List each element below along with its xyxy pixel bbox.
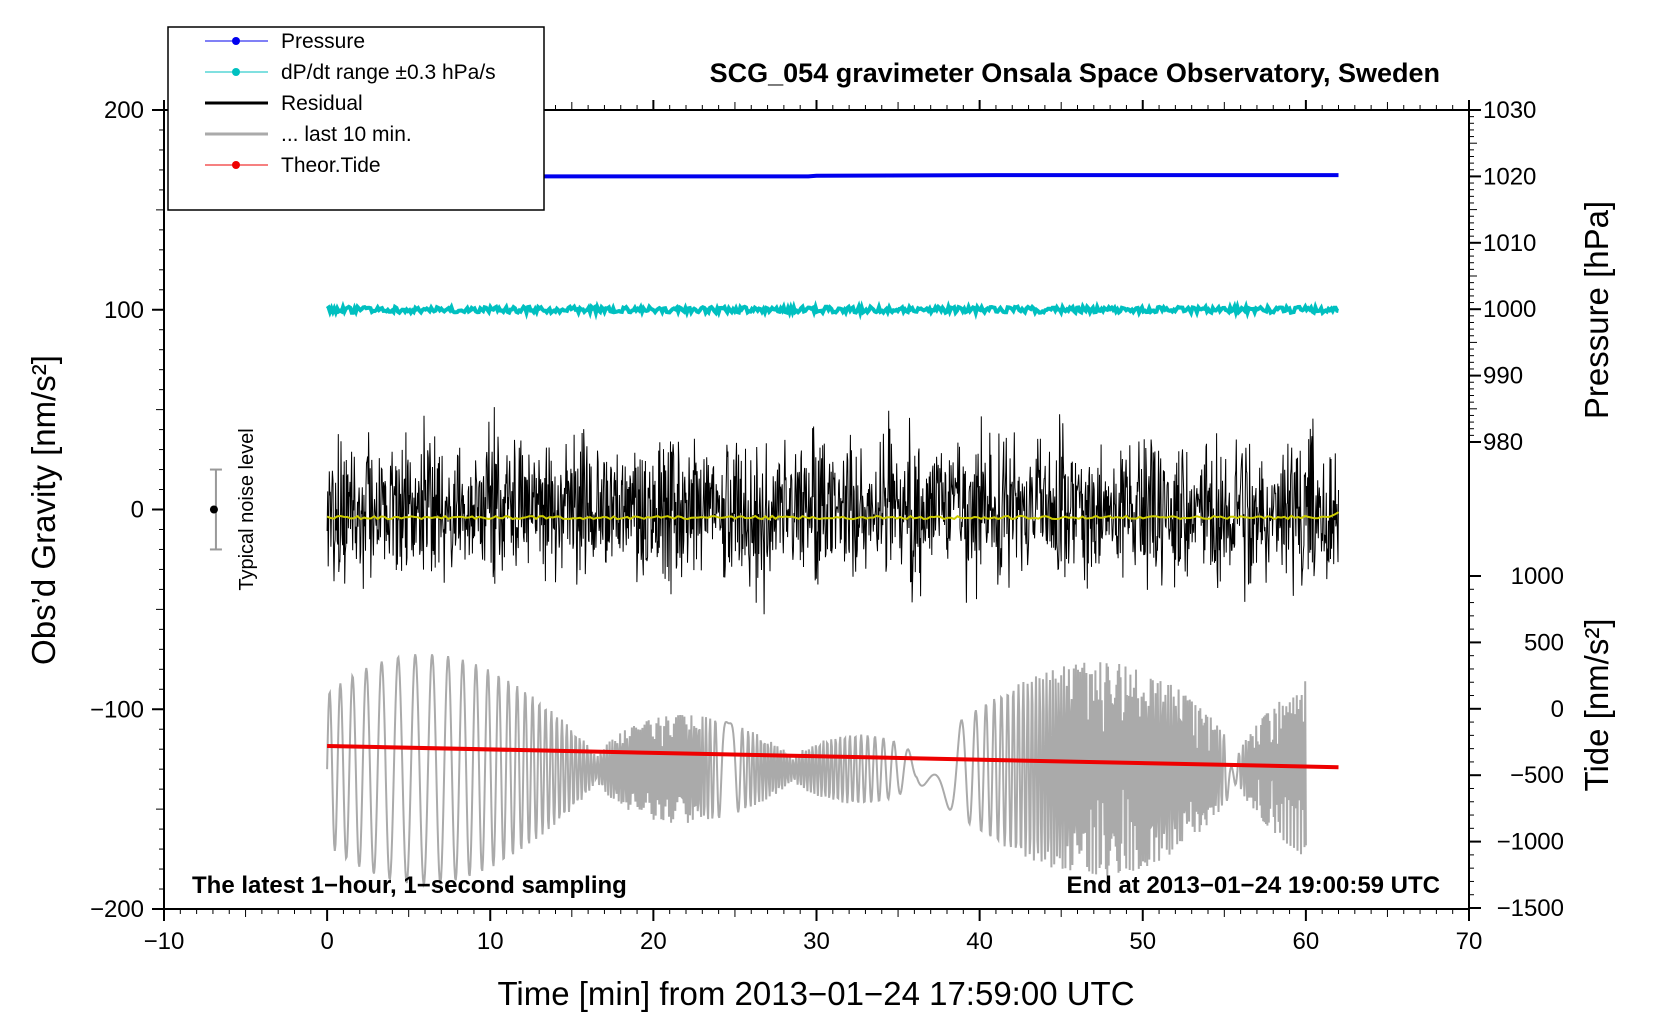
residual-series-line — [326, 407, 1339, 615]
tide-axis-title: Tide [nm/s²] — [1578, 619, 1615, 792]
last-10-min-series-line — [326, 654, 1307, 889]
legend-label: Pressure — [281, 30, 365, 53]
noise-bar-dot — [209, 505, 218, 514]
y-axis-title: Obs’d Gravity [nm/s²] — [25, 355, 62, 665]
pressure-series-line — [327, 173, 1339, 179]
chart-title: SCG_054 gravimeter Onsala Space Observat… — [710, 58, 1440, 88]
x-tick-label: 20 — [640, 928, 667, 955]
legend-swatch-marker — [232, 68, 240, 76]
pressure-tick-label: 1030 — [1483, 97, 1536, 124]
legend-label: Theor.Tide — [281, 154, 381, 177]
x-tick-label: 50 — [1129, 928, 1156, 955]
x-tick-label: 40 — [966, 928, 993, 955]
pressure-tick-label: 1010 — [1483, 230, 1536, 257]
pressure-tick-label: 1020 — [1483, 163, 1536, 190]
x-tick-label: −10 — [144, 928, 185, 955]
legend-swatch-marker — [232, 161, 240, 169]
pressure-tick-label: 990 — [1483, 363, 1523, 390]
y-tick-label: 200 — [104, 97, 144, 124]
legend-label: dP/dt range ±0.3 hPa/s — [281, 61, 496, 84]
pressure-tick-label: 980 — [1483, 429, 1523, 456]
x-tick-label: 30 — [803, 928, 830, 955]
noise-level-label: Typical noise level — [236, 428, 258, 590]
tide-tick-label: 0 — [1551, 696, 1564, 723]
ticks-layer: −10 0 10 20 30 40 50 60 702001000−100−2001030102… — [90, 97, 1564, 955]
legend-label: ... last 10 min. — [281, 123, 412, 146]
tide-tick-label: 500 — [1524, 629, 1564, 656]
annotation-sampling: The latest 1−hour, 1−second sampling — [192, 872, 627, 899]
residual-mean-line — [326, 511, 1340, 521]
y-tick-label: 0 — [131, 497, 144, 524]
legend-box — [167, 26, 545, 211]
x-tick-label: 0 — [320, 928, 333, 955]
tide-tick-label: −1500 — [1497, 895, 1564, 922]
y-tick-label: −100 — [90, 696, 144, 723]
noise-bar-group: Typical noise level — [209, 428, 258, 591]
x-tick-label: 70 — [1456, 928, 1483, 955]
pressure-tick-label: 1000 — [1483, 296, 1536, 323]
pressure-axis-title: Pressure [hPa] — [1578, 201, 1615, 419]
tide-tick-label: −1000 — [1497, 829, 1564, 856]
tide-tick-label: 1000 — [1511, 563, 1564, 590]
x-tick-label: 60 — [1293, 928, 1320, 955]
x-axis-title: Time [min] from 2013−01−24 17:59:00 UTC — [497, 975, 1134, 1012]
legend: Pressure dP/dt range ±0.3 hPa/s Residual..… — [167, 26, 545, 211]
annotation-end-time: End at 2013−01−24 19:00:59 UTC — [1066, 872, 1440, 899]
legend-label: Residual — [281, 92, 363, 115]
y-tick-label: −200 — [90, 896, 144, 923]
dpdt-series-line — [325, 299, 1339, 321]
x-tick-label: 10 — [477, 928, 504, 955]
y-tick-label: 100 — [104, 297, 144, 324]
legend-swatch-marker — [232, 37, 240, 45]
tide-series-line — [327, 744, 1339, 770]
tide-tick-label: −500 — [1510, 762, 1564, 789]
series-layer — [325, 173, 1340, 889]
